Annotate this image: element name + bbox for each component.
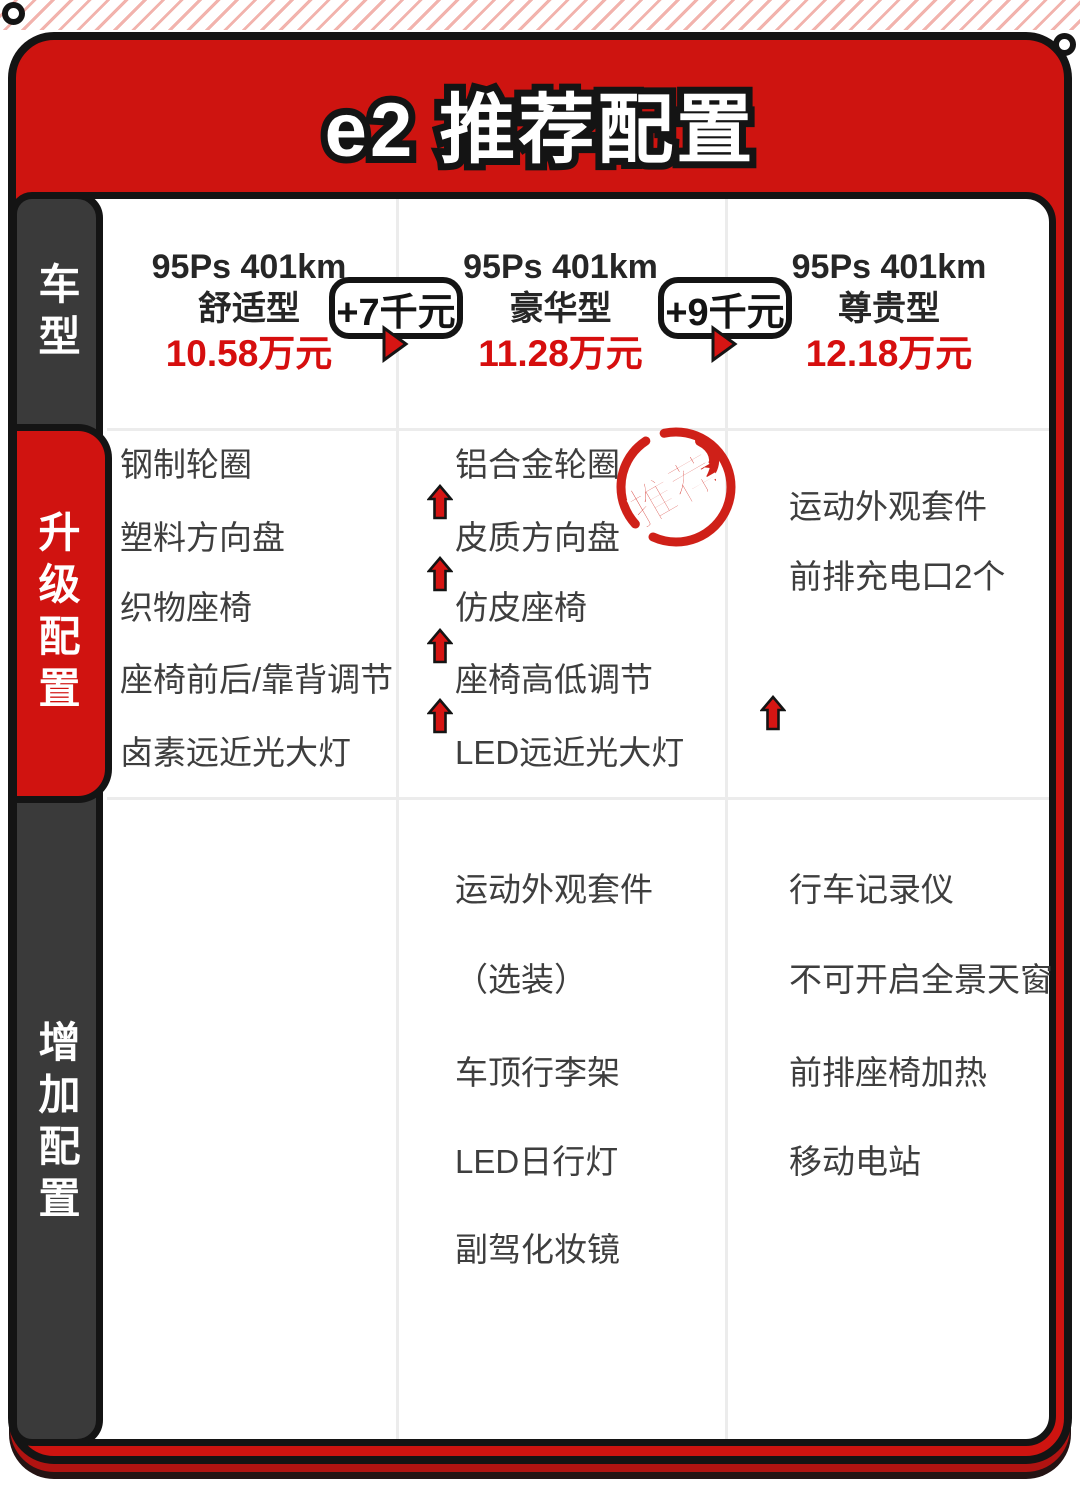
model-price: 10.58万元 [165,333,333,374]
upgrade-arrow-icon [427,628,453,664]
model-trim: 尊贵型 [838,290,940,328]
feature-item: 座椅前后/靠背调节 [120,661,394,698]
page-title: e2 推荐配置 e2 推荐配置 [16,81,1064,180]
column-divider [396,199,399,1439]
model-spec: 95Ps 401km [791,248,987,286]
feature-item: 钢制轮圈 [120,446,252,483]
upgrade-arrow-icon [760,695,786,731]
feature-item: 运动外观套件 [455,871,653,908]
feature-item: （选装） [455,961,587,998]
sidebar-strip [10,192,103,1446]
model-column-premium: 95Ps 401km 尊贵型 12.18万元 [725,247,1053,377]
rivet-icon [1053,33,1076,56]
model-price: 12.18万元 [805,333,973,374]
feature-item: 行车记录仪 [789,871,954,908]
feature-item: 织物座椅 [120,589,252,626]
price-step-badge: +9千元 [658,277,792,339]
column-divider [725,199,728,1439]
feature-item: 运动外观套件 [789,488,987,525]
model-spec: 95Ps 401km [151,248,347,286]
model-spec: 95Ps 401km [463,248,658,286]
page-title-text: e2 推荐配置 [324,88,756,173]
row-divider [107,428,1049,431]
model-column-comfort: 95Ps 401km 舒适型 10.58万元 [109,247,389,377]
feature-item: 塑料方向盘 [120,519,285,556]
feature-item: LED远近光大灯 [455,734,685,771]
comparison-table: 车型 升级配置 增加配置 95Ps 401km 舒适型 10.58万元 95Ps… [10,192,1056,1446]
feature-item: 不可开启全景天窗 [789,961,1053,998]
feature-item: 座椅高低调节 [455,661,653,698]
right-arrow-icon [711,325,738,363]
row-label-model: 车型 [33,261,80,366]
feature-item: 副驾化妆镜 [455,1231,620,1268]
feature-item: LED日行灯 [455,1143,619,1180]
upgrade-arrow-icon [427,556,453,592]
model-price: 11.28万元 [478,333,643,374]
upgrade-arrow-icon [427,484,453,520]
hatch-stripe-band [0,0,1080,30]
price-step-badge: +7千元 [329,277,463,339]
upgrade-arrow-icon [427,698,453,734]
row-divider [107,797,1049,800]
rivet-icon [2,2,25,25]
feature-item: 移动电站 [789,1143,921,1180]
model-column-luxury: 95Ps 401km 豪华型 11.28万元 [396,247,725,377]
recommend-stamp: 推荐 [616,427,736,547]
model-trim: 豪华型 [509,290,612,328]
sidebar-tab-upgrade [10,424,112,803]
feature-item: 皮质方向盘 [455,519,620,556]
feature-item: 仿皮座椅 [455,589,587,626]
row-label-upgrade: 升级配置 [33,509,80,718]
feature-item: 铝合金轮圈 [455,446,620,483]
feature-item: 前排充电口2个 [789,558,1006,595]
feature-item: 卤素远近光大灯 [120,734,351,771]
page-title-outline: e2 推荐配置 [318,81,760,180]
model-trim: 舒适型 [198,290,300,328]
row-label-additional: 增加配置 [33,1020,80,1228]
right-arrow-icon [382,325,409,363]
feature-item: 车顶行李架 [455,1054,620,1091]
feature-item: 前排座椅加热 [789,1054,987,1091]
